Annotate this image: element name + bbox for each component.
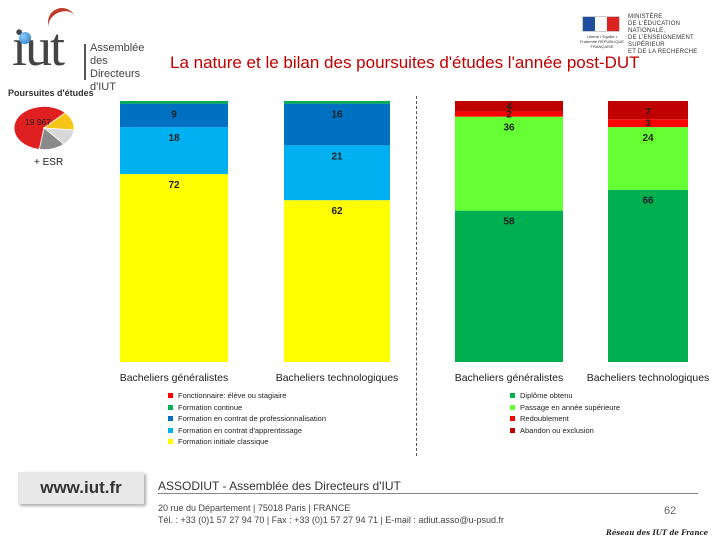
bar-segment: [455, 111, 563, 117]
ministry-line: ET DE LA RECHERCHE: [628, 49, 698, 55]
bar-segment: [608, 119, 688, 128]
ministry-line: DE L'ENSEIGNEMENT SUPÉRIEUR: [628, 35, 694, 48]
chart-divider: [416, 96, 417, 456]
legend-label: Diplôme obtenu: [520, 391, 573, 401]
data-label: 66: [642, 196, 654, 207]
logo-iut-text: iut: [12, 17, 65, 77]
category-label: Bacheliers technologiques: [587, 372, 710, 384]
footer-contact-line: Tél. : +33 (0)1 57 27 94 70 | Fax : +33 …: [158, 515, 505, 525]
bar-segment: [284, 101, 390, 104]
ministry-motto: Liberté • Égalité • Fraternité RÉPUBLIQU…: [579, 34, 624, 49]
bar-segment: [608, 127, 688, 190]
footer-signature: Réseau des IUT de France: [606, 528, 709, 537]
data-label: 36: [503, 123, 515, 134]
legend-item: Formation en contrat de professionnalisa…: [168, 413, 326, 425]
legend-swatch: [168, 427, 173, 433]
legend-label: Fonctionnaire: élève ou stagiaire: [178, 391, 287, 401]
website-link[interactable]: www.iut.fr: [40, 478, 122, 497]
logo-divider: [84, 44, 86, 80]
bar-segment: [455, 101, 563, 112]
legend-item: Formation initiale classique: [168, 436, 326, 448]
bar-segment: [284, 200, 390, 362]
legend-label: Formation en contrat d'apprentissage: [178, 425, 303, 435]
category-label: Bacheliers généralistes: [120, 372, 229, 384]
inset-pie-label: 19 967: [25, 117, 51, 127]
category-label: Bacheliers généralistes: [455, 372, 564, 384]
ministry-line: DE L'ÉDUCATION NATIONALE,: [628, 21, 681, 34]
inset-pie-chart: Poursuites d'études 19 967 + ESR: [4, 88, 124, 183]
data-label: 24: [642, 133, 654, 144]
iut-logo: iut Assemblée des Directeurs d'IUT: [8, 3, 158, 93]
legend-swatch: [510, 404, 515, 410]
bar-segment: [120, 127, 228, 175]
data-label: 21: [331, 151, 343, 162]
legend-label: Passage en année supérieure: [520, 402, 621, 412]
ministry-name: MINISTÈRE DE L'ÉDUCATION NATIONALE, DE L…: [628, 14, 718, 56]
footer-address: 20 rue du Département | 75018 Paris | FR…: [158, 502, 504, 526]
legend-swatch: [168, 416, 173, 422]
legend-item: Redoublement: [510, 413, 620, 425]
legend-item: Fonctionnaire: élève ou stagiaire: [168, 390, 326, 402]
data-label: 4: [506, 102, 512, 113]
logo-dot-icon: [19, 32, 31, 44]
data-label: 72: [168, 180, 180, 191]
legend-swatch: [510, 416, 515, 422]
bar-segment: [120, 101, 228, 104]
category-label: Bacheliers technologiques: [276, 372, 399, 384]
data-label: 2: [506, 110, 512, 121]
ministry-logo: Liberté • Égalité • Fraternité RÉPUBLIQU…: [578, 14, 718, 55]
logo-line: Assemblée: [90, 42, 145, 54]
bar-segment: [608, 101, 688, 120]
legend-swatch: [510, 427, 515, 433]
data-label: 62: [331, 206, 343, 217]
bar-segment: [455, 210, 563, 362]
logo-subtitle: Assemblée des Directeurs d'IUT: [90, 42, 158, 94]
legend-item: Formation en contrat d'apprentissage: [168, 425, 326, 437]
data-label: 9: [171, 110, 177, 121]
bar-segment: [120, 174, 228, 362]
legend-label: Formation continue: [178, 402, 243, 412]
inset-pie-slice: [38, 127, 65, 150]
legend-item: Passage en année supérieure: [510, 402, 620, 414]
legend-label: Formation en contrat de professionnalisa…: [178, 414, 327, 424]
legend-swatch: [168, 404, 173, 410]
inset-title: Poursuites d'études: [8, 88, 94, 98]
data-label: 58: [503, 217, 515, 228]
logo-line: d'IUT: [90, 81, 116, 93]
legend-item: Formation continue: [168, 402, 326, 414]
ministry-line: MINISTÈRE: [628, 14, 663, 20]
legend-nature: Fonctionnaire: élève ou stagiaire Format…: [168, 390, 326, 448]
legend-swatch: [168, 439, 173, 445]
footer-website-box[interactable]: www.iut.fr: [18, 472, 144, 504]
bar-segment: [608, 189, 688, 362]
legend-bilan: Diplôme obtenu Passage en année supérieu…: [510, 390, 620, 436]
legend-item: Diplôme obtenu: [510, 390, 620, 402]
legend-label: Redoublement: [520, 414, 569, 424]
legend-swatch: [168, 393, 173, 399]
bar-segment: [284, 103, 390, 146]
data-label: 3: [645, 119, 651, 130]
footer-organization: ASSODIUT - Assemblée des Directeurs d'IU…: [158, 479, 401, 493]
inset-pie-slice: [13, 106, 66, 150]
legend-label: Abandon ou exclusion: [520, 425, 594, 435]
bar-segment: [455, 116, 563, 211]
data-label: 16: [331, 110, 343, 121]
page-number: 62: [664, 505, 677, 517]
legend-item: Abandon ou exclusion: [510, 425, 620, 437]
marianne-flag-icon: [582, 16, 620, 32]
legend-swatch: [510, 393, 515, 399]
data-label: 7: [645, 107, 651, 118]
legend-label: Formation initiale classique: [178, 437, 269, 447]
logo-line: des Directeurs: [90, 55, 141, 80]
page-title: La nature et le bilan des poursuites d'é…: [170, 53, 640, 72]
bar-segment: [284, 145, 390, 201]
inset-esr-label: + ESR: [34, 157, 64, 168]
footer-divider: [158, 493, 698, 494]
data-label: 18: [168, 133, 180, 144]
inset-pie-svg: 19 967: [13, 106, 75, 150]
footer-address-line: 20 rue du Département | 75018 Paris | FR…: [158, 503, 351, 513]
bar-segment: [120, 103, 228, 128]
